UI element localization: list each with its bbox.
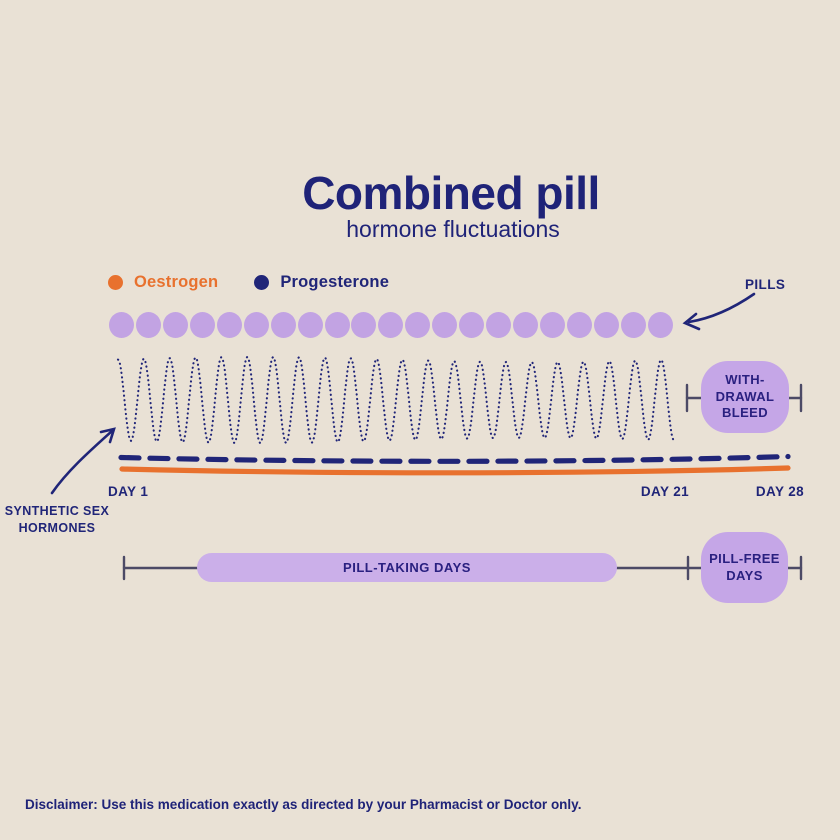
pill-taking-days-label: PILL-TAKING DAYS — [343, 560, 471, 575]
pill-free-line2: DAYS — [726, 567, 763, 583]
pill-dot — [459, 312, 485, 338]
progesterone-dot-icon — [254, 275, 270, 290]
withdrawal-line2: DRAWAL — [715, 388, 775, 404]
legend: Oestrogen Progesterone — [108, 273, 389, 292]
pill-free-line1: PILL-FREE — [709, 551, 780, 566]
pill-dot — [593, 312, 619, 338]
hormone-wave-line — [116, 355, 676, 445]
pill-days-bracket — [122, 555, 803, 581]
axis-label-day21: DAY 21 — [640, 484, 690, 499]
withdrawal-bleed-box: WITH- DRAWAL BLEED — [701, 361, 789, 433]
legend-item-oestrogen: Oestrogen — [108, 273, 218, 292]
pill-dot — [162, 312, 188, 338]
pill-dot — [566, 312, 592, 338]
legend-label-progesterone: Progesterone — [280, 273, 390, 291]
pill-dot — [378, 312, 404, 338]
withdrawal-line3: BLEED — [721, 405, 769, 421]
pill-dot — [405, 312, 431, 338]
pill-dot — [297, 312, 323, 338]
synthetic-line2: HORMONES — [18, 521, 96, 535]
pills-row — [109, 312, 673, 338]
legend-item-progesterone: Progesterone — [254, 273, 389, 292]
pills-arrow — [682, 292, 756, 331]
pill-dot — [324, 312, 350, 338]
pill-dot — [351, 312, 377, 338]
withdrawal-line1: WITH- — [725, 372, 765, 388]
oestrogen-line — [119, 465, 791, 476]
oestrogen-dot-icon — [108, 275, 123, 290]
pill-dot — [647, 312, 673, 338]
axis-label-day1: DAY 1 — [108, 484, 149, 499]
pill-dot — [109, 312, 134, 338]
withdrawal-bracket — [685, 383, 803, 413]
pill-dot — [270, 312, 296, 338]
progesterone-line — [118, 453, 791, 464]
pill-dot — [216, 312, 242, 338]
pill-dot — [486, 312, 512, 338]
synthetic-line1: SYNTHETIC SEX — [4, 504, 110, 518]
pill-dot — [513, 312, 539, 338]
disclaimer-text: Disclaimer: Use this medication exactly … — [25, 797, 582, 812]
pill-free-days-box: PILL-FREE DAYS — [701, 532, 788, 603]
page-subtitle: hormone fluctuations — [346, 216, 560, 242]
pill-dot — [189, 312, 215, 338]
pill-dot — [135, 312, 161, 338]
page-title: Combined pill — [302, 167, 600, 219]
pill-dot — [620, 312, 646, 338]
pills-label: PILLS — [745, 277, 786, 292]
axis-label-day28: DAY 28 — [755, 484, 805, 499]
synthetic-hormones-arrow — [50, 427, 116, 495]
legend-label-oestrogen: Oestrogen — [134, 273, 219, 291]
synthetic-hormones-label: SYNTHETIC SEX HORMONES — [4, 503, 110, 537]
pill-dot — [243, 312, 269, 338]
pill-dot — [432, 312, 458, 338]
pill-taking-days-bar: PILL-TAKING DAYS — [197, 553, 617, 582]
pill-dot — [540, 312, 565, 338]
